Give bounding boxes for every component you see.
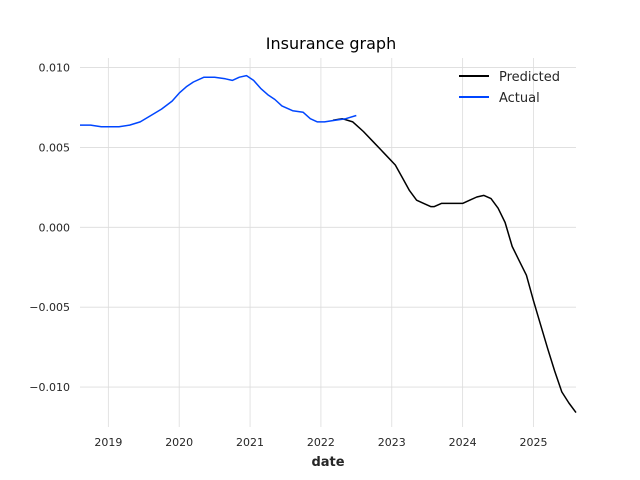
y-tick-label: 0.000 bbox=[39, 221, 71, 234]
x-tick-label: 2021 bbox=[236, 436, 264, 449]
series-line-actual bbox=[80, 74, 357, 128]
x-tick-label: 2023 bbox=[378, 436, 406, 449]
series-layer bbox=[80, 74, 577, 414]
legend-label-actual: Actual bbox=[499, 91, 540, 106]
x-axis-label: date bbox=[311, 455, 344, 470]
x-tick-label: 2022 bbox=[307, 436, 335, 449]
legend-label-predicted: Predicted bbox=[499, 70, 560, 85]
y-tick-label: 0.005 bbox=[39, 141, 71, 154]
y-tick-label: 0.010 bbox=[39, 62, 71, 75]
x-tick-label: 2024 bbox=[449, 436, 477, 449]
y-tick-labels: −0.010 −0.005 0.000 0.005 0.010 bbox=[29, 62, 70, 394]
y-tick-label: −0.010 bbox=[29, 381, 70, 394]
grid-layer bbox=[80, 58, 576, 427]
series-line-predicted bbox=[332, 117, 577, 414]
x-tick-labels: 2019 2020 2021 2022 2023 2024 2025 bbox=[94, 436, 547, 449]
legend: Predicted Actual bbox=[459, 70, 560, 106]
x-tick-label: 2019 bbox=[94, 436, 122, 449]
chart-title: Insurance graph bbox=[266, 34, 396, 53]
x-tick-label: 2020 bbox=[165, 436, 193, 449]
x-tick-label: 2025 bbox=[519, 436, 547, 449]
y-tick-label: −0.005 bbox=[29, 301, 70, 314]
